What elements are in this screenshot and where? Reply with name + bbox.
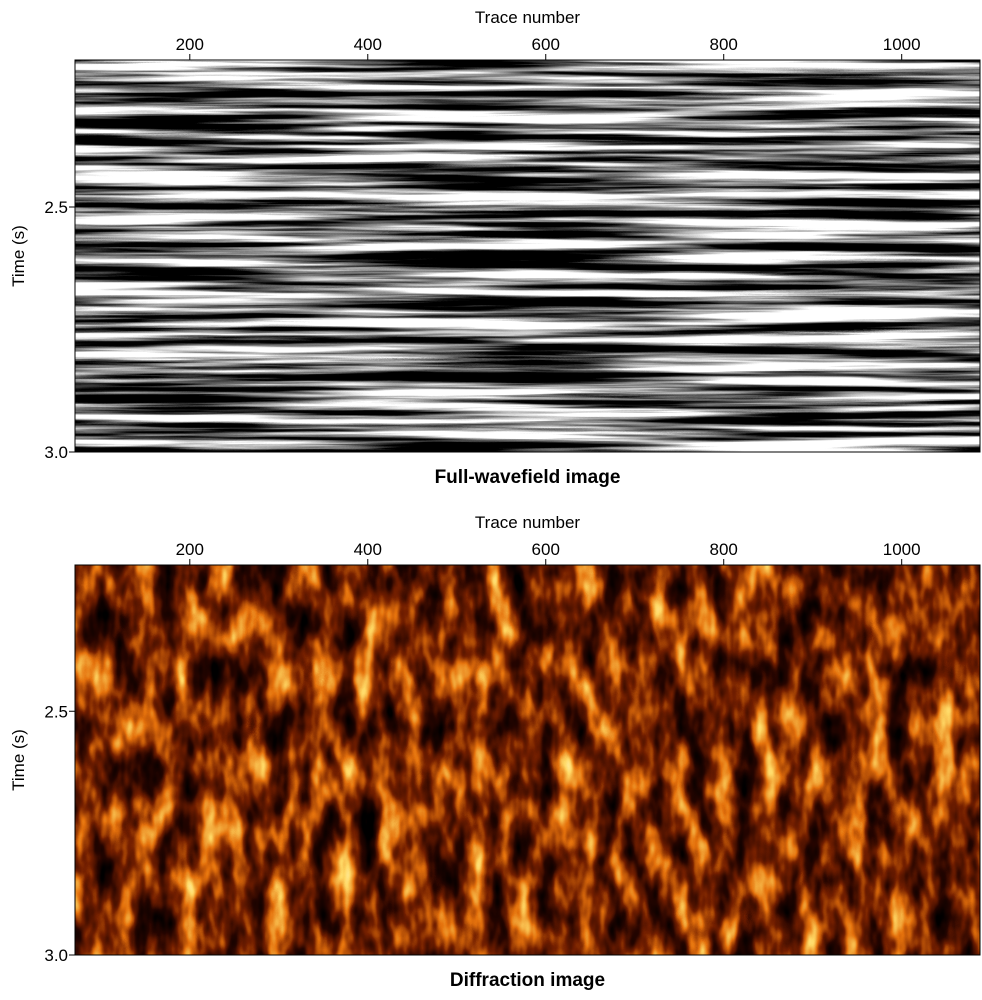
x-tick-label: 1000 [883, 35, 921, 54]
x-tick-label: 600 [532, 540, 560, 559]
plot-frame [74, 59, 981, 453]
y-tick-label: 2.5 [44, 198, 68, 217]
chart-title: Full-wavefield image [435, 467, 621, 488]
y-axis-label: Time (s) [9, 729, 28, 791]
x-axis-label: Trace number [475, 8, 581, 27]
y-tick-label: 3.0 [44, 946, 68, 965]
image-area [75, 565, 980, 955]
x-tick-label: 600 [532, 35, 560, 54]
plot-frame [74, 564, 981, 956]
x-tick-label: 200 [176, 540, 204, 559]
chart-title: Diffraction image [450, 970, 605, 991]
x-axis-label: Trace number [475, 513, 581, 532]
x-tick-label: 400 [354, 540, 382, 559]
x-tick-label: 800 [710, 540, 738, 559]
y-tick-label: 2.5 [44, 702, 68, 721]
image-area [75, 60, 980, 452]
x-tick-label: 200 [176, 35, 204, 54]
x-tick-label: 1000 [883, 540, 921, 559]
y-tick-label: 3.0 [44, 443, 68, 462]
y-axis-label: Time (s) [9, 225, 28, 287]
x-tick-label: 400 [354, 35, 382, 54]
x-tick-label: 800 [710, 35, 738, 54]
